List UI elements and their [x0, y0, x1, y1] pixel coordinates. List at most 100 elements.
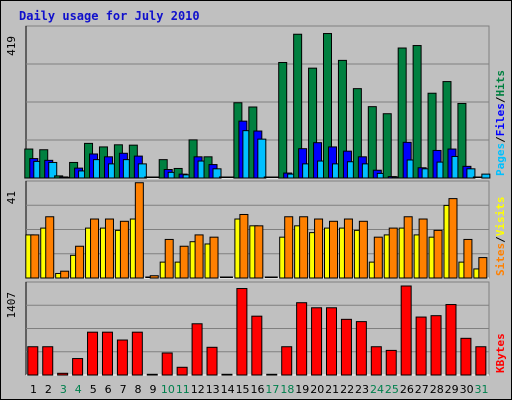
x-tick-label: 28: [430, 383, 444, 396]
bar-hits: [278, 61, 288, 179]
chart-panel-kbytes: 1407 KBytes: [5, 281, 507, 376]
bar-sites: [119, 220, 129, 279]
bar-hits: [308, 67, 318, 179]
bar-kbytes: [27, 346, 39, 376]
bar-pages: [466, 168, 476, 179]
bar-sites: [314, 218, 324, 279]
bar-sites: [403, 216, 413, 279]
bar-hits: [412, 45, 422, 179]
legend-item: Files: [494, 103, 507, 136]
bar-pages: [257, 138, 267, 179]
x-tick-label: 26: [400, 383, 414, 396]
bar-sites: [418, 218, 428, 279]
bar-sites: [75, 245, 85, 279]
x-tick-label: 5: [90, 383, 97, 396]
bar-kbytes: [296, 302, 308, 376]
legend-item: /: [494, 96, 507, 103]
bar-sites: [284, 216, 294, 279]
legend-item: /: [494, 236, 507, 243]
bar-hits: [457, 102, 467, 179]
bar-kbytes: [161, 352, 173, 376]
bar-pages: [137, 163, 147, 179]
bar-kbytes: [206, 346, 218, 376]
bar-visits: [219, 276, 228, 278]
x-tick-label: 11: [176, 383, 190, 396]
bar-kbytes: [311, 307, 323, 376]
x-tick-label: 15: [236, 383, 250, 396]
bar-sites: [149, 275, 159, 279]
bar-pages: [227, 176, 236, 178]
x-tick-label: 2: [45, 383, 52, 396]
bar-hits: [352, 88, 362, 179]
y-max-label: 41: [5, 191, 18, 204]
bar-sites: [239, 213, 249, 279]
x-tick-label: 10: [161, 383, 175, 396]
bar-sites: [90, 218, 100, 279]
x-tick-label: 29: [445, 383, 459, 396]
bar-kbytes: [72, 358, 84, 376]
bar-kbytes: [191, 323, 203, 376]
bar-sites: [60, 270, 70, 279]
legend-item: Hits: [494, 70, 507, 97]
x-tick-label: 21: [325, 383, 339, 396]
bar-kbytes: [236, 288, 248, 376]
x-tick-label: 27: [415, 383, 429, 396]
bar-pages: [272, 176, 281, 178]
bar-kbytes: [101, 331, 113, 376]
bar-hits: [337, 59, 347, 179]
bar-sites: [30, 234, 40, 279]
bar-pages: [481, 173, 491, 179]
bar-pages: [153, 176, 162, 178]
x-tick-label: 12: [191, 383, 205, 396]
x-tick-label: 23: [355, 383, 369, 396]
bar-hits: [263, 176, 272, 178]
bar-kbytes: [87, 331, 99, 376]
bar-hits: [293, 33, 303, 179]
bar-sites: [388, 227, 398, 279]
bar-hits: [367, 106, 377, 179]
bar-sites: [433, 229, 443, 279]
bar-sites: [104, 218, 114, 279]
x-tick-label: 31: [475, 383, 489, 396]
bar-sites: [478, 257, 488, 279]
bar-kbytes: [326, 307, 338, 376]
bar-hits: [442, 81, 452, 179]
legend-item: Sites: [494, 243, 507, 276]
bar-kbytes: [475, 346, 487, 376]
x-tick-label: 1: [30, 383, 37, 396]
bar-hits: [144, 176, 153, 178]
x-tick-label: 30: [460, 383, 474, 396]
bar-sites: [134, 182, 144, 279]
bar-hits: [323, 33, 333, 179]
bar-kbytes: [42, 346, 54, 376]
bar-kbytes: [355, 321, 367, 376]
bar-kbytes: [445, 304, 457, 376]
x-tick-label: 7: [120, 383, 127, 396]
bar-visits: [145, 276, 154, 278]
x-tick-label: 9: [149, 383, 156, 396]
legend-item: Visits: [494, 197, 507, 237]
legend-item: Pages: [494, 143, 507, 176]
x-tick-label: 22: [340, 383, 354, 396]
bar-hits: [472, 176, 481, 178]
bar-kbytes: [146, 373, 158, 376]
bar-sites: [179, 245, 189, 279]
x-tick-label: 18: [280, 383, 294, 396]
bar-kbytes: [266, 373, 278, 376]
bar-kbytes: [251, 315, 263, 376]
legend-visits-sites: Sites/Visits: [494, 197, 507, 277]
x-tick-label: 3: [60, 383, 67, 396]
bar-sites: [209, 236, 219, 279]
x-tick-label: 17: [265, 383, 279, 396]
bar-kbytes: [430, 315, 442, 376]
x-tick-label: 20: [310, 383, 324, 396]
bar-sites: [463, 238, 473, 279]
bar-kbytes: [131, 331, 143, 376]
bar-pages: [48, 161, 58, 179]
bar-kbytes: [400, 285, 412, 376]
legend-kbytes: KBytes: [494, 333, 507, 373]
legend-item: /: [494, 136, 507, 143]
